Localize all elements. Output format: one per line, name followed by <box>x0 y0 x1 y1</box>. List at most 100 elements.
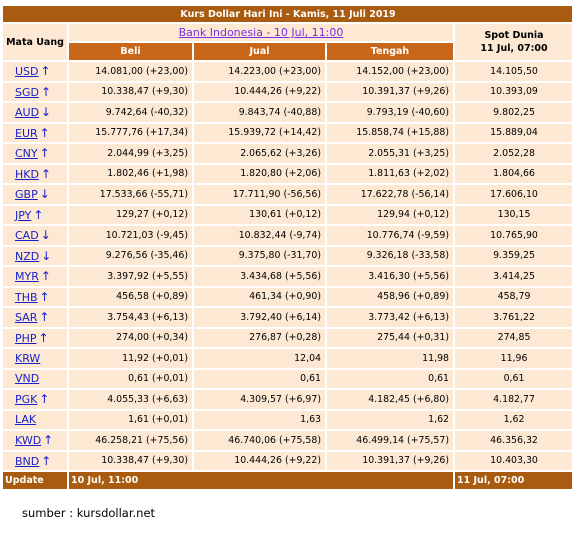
spot-value: 46.356,32 <box>455 431 572 450</box>
tengah-change: (+0,31) <box>412 332 449 344</box>
spot-value: 15.889,04 <box>455 123 572 142</box>
jual-change: (-31,70) <box>283 250 321 262</box>
arrow-up-icon: ↑ <box>39 392 50 407</box>
table-row: HKD ↑ 1.802,46 (+1,98) 1.820,80 (+2,06) 1.81… <box>3 164 572 183</box>
beli-value: 3.754,43 <box>107 311 149 323</box>
currency-cell: VND <box>3 369 67 388</box>
table-row: PGK ↑ 4.055,33 (+6,63) 4.309,57 (+6,97) 4.18… <box>3 390 572 409</box>
arrow-up-icon: ↑ <box>40 64 51 79</box>
table-row: CAD ↓ 10.721,03 (-9,45) 10.832,44 (-9,74) 10… <box>3 226 572 245</box>
arrow-up-icon: ↑ <box>40 269 51 284</box>
currency-cell: JPY ↑ <box>3 205 67 224</box>
beli-change: (+0,01) <box>151 352 188 364</box>
tengah-change: (-9,59) <box>417 229 449 241</box>
arrow-up-icon: ↑ <box>39 289 50 304</box>
jual-cell: 9.375,80 (-31,70) <box>194 246 325 265</box>
arrow-up-icon: ↑ <box>43 433 54 448</box>
jual-change: (+9,22) <box>284 86 321 98</box>
arrow-up-icon: ↑ <box>40 166 52 181</box>
currency-link[interactable]: CAD <box>15 229 39 243</box>
currency-link[interactable]: THB <box>15 290 38 304</box>
currency-link[interactable]: NZD <box>15 249 40 263</box>
currency-link[interactable]: PHP <box>15 331 37 345</box>
arrow-up-icon: ↑ <box>40 84 52 99</box>
table-row: BND ↑ 10.338,47 (+9,30) 10.444,26 (+9,22) 10… <box>3 451 572 470</box>
beli-value: 14.081,00 <box>95 65 143 77</box>
spot-value: 11,96 <box>455 349 572 368</box>
beli-change: (+23,00) <box>145 65 188 77</box>
spot-value: 130,15 <box>455 205 572 224</box>
currency-link[interactable]: LAK <box>15 413 37 427</box>
table-row: MYR ↑ 3.397,92 (+5,55) 3.434,68 (+5,56) 3.41… <box>3 267 572 286</box>
currency-link[interactable]: BND <box>15 454 40 468</box>
tengah-change: (+23,00) <box>406 65 449 77</box>
currency-cell: MYR ↑ <box>3 267 67 286</box>
jual-cell: 17.711,90 (-56,56) <box>194 185 325 204</box>
currency-link[interactable]: PGK <box>15 393 38 407</box>
beli-change: (+9,30) <box>151 455 188 467</box>
currency-link[interactable]: HKD <box>15 167 39 181</box>
tengah-change: (+6,80) <box>412 393 449 405</box>
currency-link[interactable]: AUD <box>15 106 40 120</box>
tengah-change: (+0,12) <box>412 209 449 221</box>
jual-cell: 130,61 (+0,12) <box>194 205 325 224</box>
currency-link[interactable]: GBP <box>15 188 38 202</box>
currency-link[interactable]: SAR <box>15 311 38 325</box>
bank-indonesia-link[interactable]: Bank Indonesia - 10 Jul, 11:00 <box>178 26 344 39</box>
jual-change: (+2,06) <box>284 168 321 180</box>
beli-value: 46.258,21 <box>95 434 143 446</box>
tengah-change: (+3,25) <box>412 147 449 159</box>
jual-change: (+75,58) <box>278 434 321 446</box>
bank-indonesia-header[interactable]: Bank Indonesia - 10 Jul, 11:00 <box>69 24 453 41</box>
tengah-cell: 458,96 (+0,89) <box>327 287 453 306</box>
currency-link[interactable]: USD <box>15 65 39 79</box>
beli-change: (+0,34) <box>151 332 188 344</box>
currency-link[interactable]: KWD <box>15 434 42 448</box>
currency-link[interactable]: MYR <box>15 270 39 284</box>
kurs-table: Kurs Dollar Hari Ini - Kamis, 11 Juli 20… <box>1 4 572 491</box>
jual-change: (+23,00) <box>278 65 321 77</box>
beli-cell: 1.802,46 (+1,98) <box>69 164 192 183</box>
currency-cell: PGK ↑ <box>3 390 67 409</box>
currency-link[interactable]: KRW <box>15 351 41 365</box>
jual-value: 3.434,68 <box>240 270 282 282</box>
spot-value: 2.052,28 <box>455 144 572 163</box>
beli-change: (+9,30) <box>151 86 188 98</box>
jual-change: (+5,56) <box>284 270 321 282</box>
currency-link[interactable]: EUR <box>15 126 38 140</box>
spot-title: Spot Dunia <box>484 30 544 41</box>
page-title: Kurs Dollar Hari Ini - Kamis, 11 Juli 20… <box>3 6 572 22</box>
spot-value: 0,61 <box>455 369 572 388</box>
currency-cell: GBP ↓ <box>3 185 67 204</box>
jual-value: 1,63 <box>300 414 321 426</box>
spot-value: 4.182,77 <box>455 390 572 409</box>
beli-cell: 1,61 (+0,01) <box>69 410 192 429</box>
arrow-up-icon: ↑ <box>39 125 50 140</box>
tengah-cell: 15.858,74 (+15,88) <box>327 123 453 142</box>
table-row: CNY ↑ 2.044,99 (+3,25) 2.065,62 (+3,26) 2.05… <box>3 144 572 163</box>
currency-link[interactable]: JPY <box>15 208 32 222</box>
tengah-cell: 2.055,31 (+3,25) <box>327 144 453 163</box>
jual-cell: 276,87 (+0,28) <box>194 328 325 347</box>
tengah-cell: 9.793,19 (-40,60) <box>327 103 453 122</box>
jual-cell: 3.792,40 (+6,14) <box>194 308 325 327</box>
spot-value: 9.359,25 <box>455 246 572 265</box>
currency-cell: KRW <box>3 349 67 368</box>
currency-link[interactable]: CNY <box>15 147 38 161</box>
tengah-cell: 1.811,63 (+2,02) <box>327 164 453 183</box>
beli-value: 1,61 <box>128 414 149 426</box>
spot-value: 10.393,09 <box>455 82 572 101</box>
tengah-value: 129,94 <box>377 209 410 221</box>
beli-cell: 10.338,47 (+9,30) <box>69 82 192 101</box>
jual-cell: 3.434,68 (+5,56) <box>194 267 325 286</box>
beli-cell: 14.081,00 (+23,00) <box>69 62 192 81</box>
tengah-value: 3.773,42 <box>368 311 410 323</box>
currency-link[interactable]: VND <box>15 372 40 386</box>
beli-cell: 17.533,66 (-55,71) <box>69 185 192 204</box>
beli-cell: 15.777,76 (+17,34) <box>69 123 192 142</box>
beli-cell: 129,27 (+0,12) <box>69 205 192 224</box>
jual-value: 10.444,26 <box>234 455 282 467</box>
currency-cell: USD ↑ <box>3 62 67 81</box>
currency-link[interactable]: SGD <box>15 85 39 99</box>
jual-value: 17.711,90 <box>232 188 281 200</box>
